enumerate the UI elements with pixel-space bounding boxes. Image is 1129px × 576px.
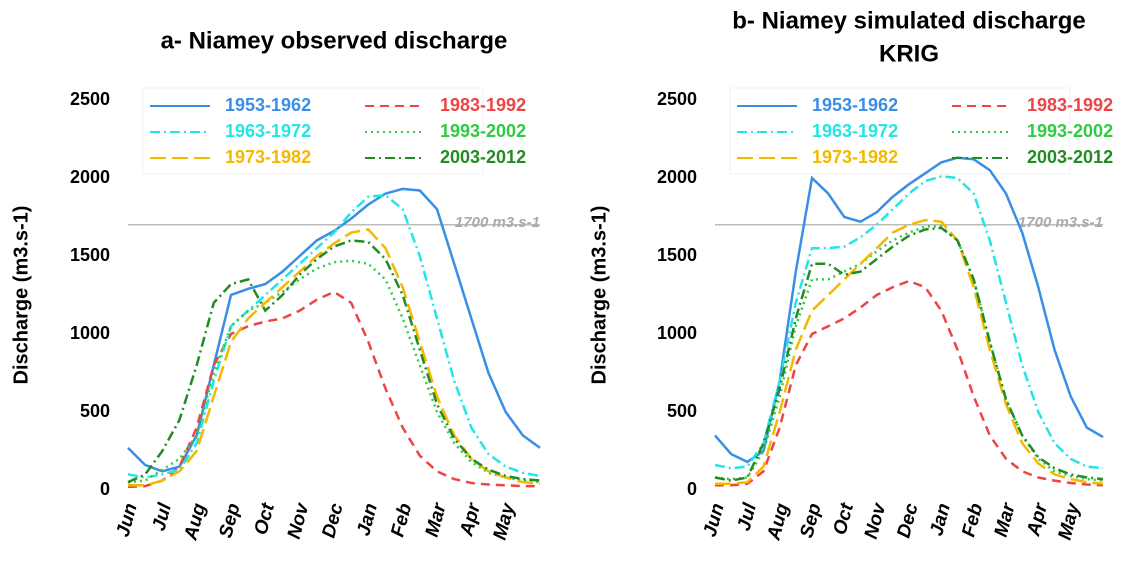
x-tick-label: Jan	[353, 501, 382, 538]
data-line	[714, 226, 1104, 482]
y-tick-label: 2000	[657, 167, 697, 187]
y-tick-label: 2000	[70, 167, 110, 187]
x-tick-label: Sep	[215, 501, 244, 540]
x-tick-label: Jan	[926, 501, 955, 538]
legend-label: 1973-1982	[225, 147, 311, 167]
legend-label: 1963-1972	[225, 121, 311, 141]
data-line	[715, 218, 1104, 486]
reference-label: 1700 m3.s-1	[455, 214, 540, 231]
y-tick-label: 500	[667, 401, 697, 421]
legend-label: 2003-2012	[1027, 147, 1113, 167]
legend-label: 1973-1982	[812, 147, 898, 167]
x-tick-label: Apr	[1023, 500, 1052, 540]
chart-title: b- Niamey simulated discharge	[732, 7, 1085, 34]
x-tick-label: Mar	[422, 500, 451, 540]
y-tick-label: 2500	[657, 89, 697, 109]
x-tick-label: May	[489, 500, 519, 543]
data-line	[127, 239, 541, 484]
x-tick-label: Nov	[861, 500, 891, 541]
x-tick-label: May	[1054, 500, 1084, 543]
legend-label: 1953-1962	[812, 95, 898, 115]
x-tick-label: Nov	[284, 500, 314, 541]
x-tick-label: Aug	[180, 501, 210, 543]
legend-label: 1963-1972	[812, 121, 898, 141]
y-tick-label: 1000	[657, 323, 697, 343]
legend-label: 1953-1962	[225, 95, 311, 115]
x-tick-label: Jul	[149, 500, 177, 533]
x-tick-label: Mar	[991, 500, 1020, 540]
x-tick-label: Jun	[113, 501, 142, 539]
x-tick-label: Sep	[796, 501, 825, 540]
legend-label: 1993-2002	[1027, 121, 1113, 141]
data-line	[714, 175, 1104, 470]
data-line	[715, 279, 1104, 487]
y-tick-label: 0	[687, 479, 697, 499]
y-tick-label: 1000	[70, 323, 110, 343]
chart-title: a- Niamey observed discharge	[161, 27, 508, 54]
y-tick-label: 0	[100, 479, 110, 499]
y-axis-label: Discharge (m3.s-1)	[10, 206, 32, 385]
data-line	[127, 193, 541, 479]
x-tick-label: Aug	[763, 501, 793, 543]
legend-label: 1993-2002	[440, 121, 526, 141]
x-tick-label: Jun	[700, 501, 729, 539]
legend-label: 1983-1992	[440, 95, 526, 115]
reference-label: 1700 m3.s-1	[1018, 214, 1103, 231]
y-tick-label: 2500	[70, 89, 110, 109]
data-line	[128, 228, 541, 487]
data-line	[714, 156, 1104, 464]
legend-label: 1983-1992	[1027, 95, 1113, 115]
legend-label: 2003-2012	[440, 147, 526, 167]
x-tick-label: Jul	[734, 500, 762, 533]
x-tick-label: Oct	[251, 501, 280, 538]
x-tick-label: Feb	[958, 501, 987, 539]
x-tick-label: Feb	[387, 501, 416, 539]
y-tick-label: 500	[80, 401, 110, 421]
x-tick-label: Dec	[318, 501, 347, 541]
chart-title: KRIG	[879, 40, 939, 67]
y-tick-label: 1500	[70, 245, 110, 265]
data-line	[127, 290, 540, 489]
x-tick-label: Dec	[893, 501, 922, 541]
x-tick-label: Apr	[456, 500, 485, 540]
x-tick-label: Oct	[830, 501, 859, 538]
y-tick-label: 1500	[657, 245, 697, 265]
y-axis-label: Discharge (m3.s-1)	[588, 206, 610, 385]
data-line	[714, 225, 1104, 482]
